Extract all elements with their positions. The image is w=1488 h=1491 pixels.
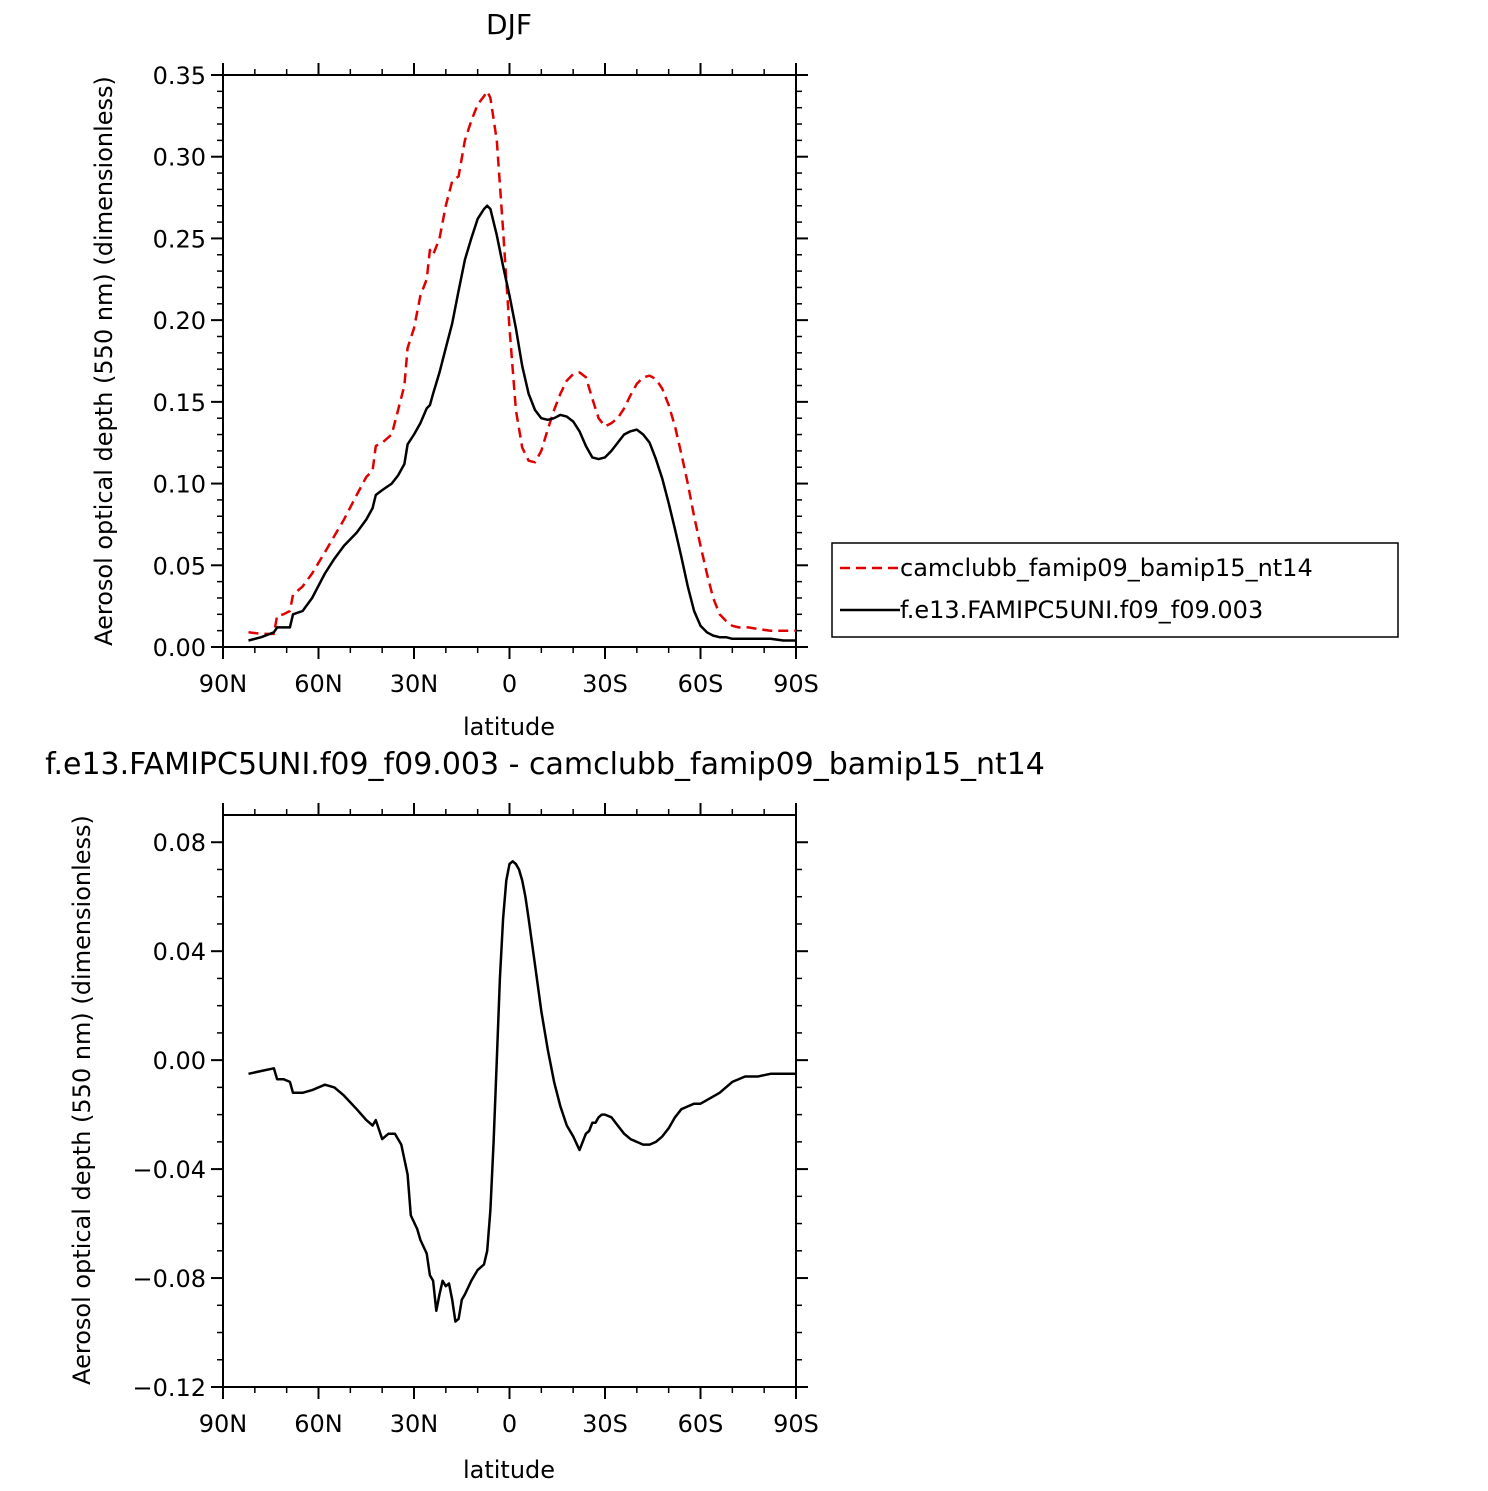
bottom-plot-frame — [222, 814, 797, 1388]
legend-label-series-1: camclubb_famip09_bamip15_nt14 — [900, 554, 1313, 582]
legend-box — [831, 542, 1399, 638]
bottom-y-tick-label: 0.00 — [153, 1047, 206, 1075]
bottom-x-tick-label: 0 — [502, 1410, 517, 1438]
top-x-tick-label: 30S — [582, 670, 628, 698]
bottom-y-tick-label: −0.04 — [132, 1156, 206, 1184]
bottom-y-tick-label: −0.12 — [132, 1374, 206, 1402]
top-y-tick-label: 0.20 — [153, 307, 206, 335]
bottom-x-tick-label: 30N — [390, 1410, 439, 1438]
top-series-line-2 — [248, 204, 796, 642]
top-x-tick-label: 60N — [294, 670, 343, 698]
bottom-x-axis-label: latitude — [463, 1456, 555, 1484]
top-y-tick-label: 0.25 — [153, 225, 206, 253]
bottom-x-tick-label: 90N — [199, 1410, 248, 1438]
top-x-tick-label: 90N — [199, 670, 248, 698]
top-y-tick-label: 0.05 — [153, 552, 206, 580]
top-y-tick-label: 0.00 — [153, 634, 206, 662]
bottom-x-tick-label: 30S — [582, 1410, 628, 1438]
top-x-tick-label: 30N — [390, 670, 439, 698]
top-x-axis-label: latitude — [463, 713, 555, 741]
bottom-plot-area: 90N 60N 30N 0 30S 60S 90S −0.12 −0.08 −0.04 0.00 0.… — [132, 803, 819, 1438]
top-x-tick-label: 0 — [502, 670, 517, 698]
top-y-tick-label: 0.35 — [153, 62, 206, 90]
top-y-tick-label: 0.15 — [153, 389, 206, 417]
bottom-series-line-1 — [248, 860, 796, 1323]
bottom-y-axis-label: Aerosol optical depth (550 nm) (dimensio… — [68, 815, 96, 1385]
top-series-line-1 — [248, 90, 796, 636]
top-y-tick-label: 0.30 — [153, 144, 206, 172]
bottom-y-tick-label: 0.04 — [153, 938, 206, 966]
top-x-tick-label: 60S — [678, 670, 724, 698]
bottom-x-tick-label: 90S — [773, 1410, 819, 1438]
bottom-panel: f.e13.FAMIPC5UNI.f09_f09.003 - camclubb_… — [45, 747, 1045, 1484]
bottom-y-tick-label: −0.08 — [132, 1265, 206, 1293]
bottom-chart-title: f.e13.FAMIPC5UNI.f09_f09.003 - camclubb_… — [45, 747, 1045, 782]
bottom-y-tick-label: 0.08 — [153, 829, 206, 857]
top-panel: DJF 90N 60N 30N 0 30S 60S 90S 0.00 0.05 0.10 0.15 0… — [90, 8, 819, 741]
legend-label-series-2: f.e13.FAMIPC5UNI.f09_f09.003 — [900, 596, 1263, 624]
top-y-axis-label: Aerosol optical depth (550 nm) (dimensio… — [90, 76, 118, 646]
legend: camclubb_famip09_bamip15_nt14 f.e13.FAMI… — [831, 542, 1399, 638]
top-plot-area: 90N 60N 30N 0 30S 60S 90S 0.00 0.05 0.10 0.15 0.20 0… — [153, 62, 819, 698]
top-chart-title: DJF — [486, 8, 532, 41]
top-x-tick-label: 90S — [773, 670, 819, 698]
top-y-tick-label: 0.10 — [153, 471, 206, 499]
bottom-x-tick-label: 60S — [678, 1410, 724, 1438]
top-plot-frame — [222, 74, 797, 648]
bottom-x-tick-label: 60N — [294, 1410, 343, 1438]
